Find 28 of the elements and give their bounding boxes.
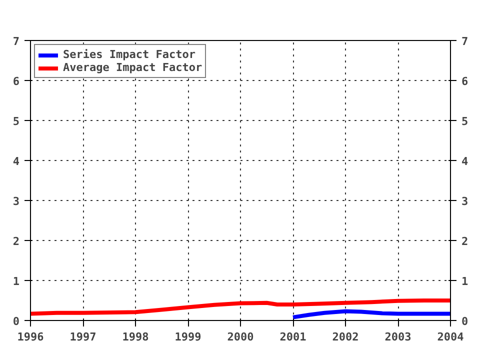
x-tick-label: 1999 [174,330,202,344]
y-tick-label: 5 [12,115,20,128]
y2-tick-label: 4 [462,155,468,168]
x-tick-label: 2004 [437,330,464,344]
y-tick-label: 1 [12,275,20,288]
y2-tick-label: 5 [462,115,468,128]
y-tick-label: 4 [12,155,20,168]
y2-tick-label: 7 [462,35,468,48]
x-tick-label: 1998 [122,330,149,344]
y-tick-label: 3 [12,195,20,208]
legend-label: Average Impact Factor [63,61,202,74]
y2-tick-label: 0 [462,315,468,328]
legend-label: Series Impact Factor [63,48,196,61]
y-tick-label: 2 [12,235,20,248]
y-tick-label: 0 [12,315,20,328]
x-tick-label: 2003 [384,330,412,344]
y2-tick-label: 1 [462,275,468,288]
x-tick-label: 2000 [227,330,254,344]
y2-tick-label: 6 [462,75,468,88]
x-tick-label: 1997 [70,330,96,344]
x-tick-label: 2001 [280,330,307,344]
x-tick-label: 1996 [17,330,44,344]
x-tick-label: 2002 [332,330,359,344]
y-tick-label: 7 [12,35,20,48]
line-series [30,298,450,316]
y2-tick-label: 2 [462,235,468,248]
y2-tick-label: 3 [462,195,468,208]
y-tick-label: 6 [12,75,20,88]
